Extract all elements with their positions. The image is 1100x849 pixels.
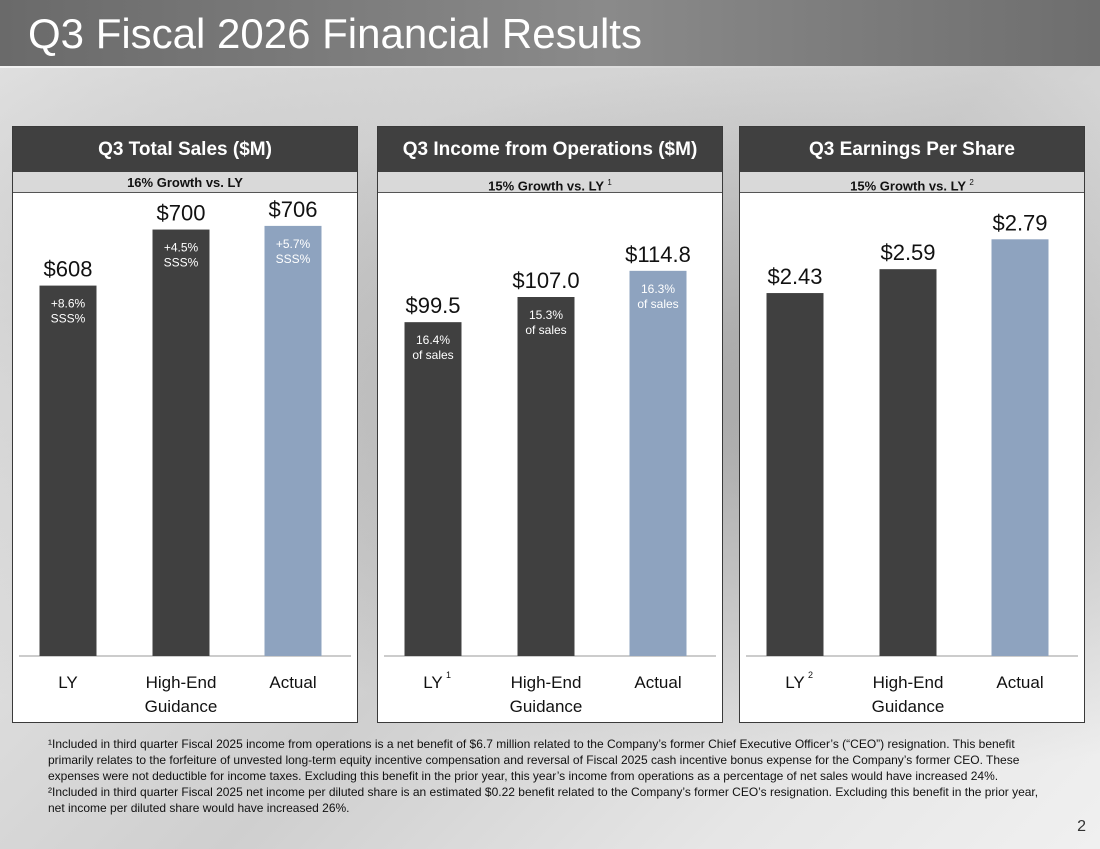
bar-3 <box>264 225 322 656</box>
bar-inner-label: SSS% <box>164 256 199 270</box>
value-label: $99.5 <box>405 293 460 318</box>
panel-subtitle: 16% Growth vs. LY <box>13 172 357 193</box>
subtitle-text: 15% Growth vs. LY <box>488 178 604 194</box>
panel-subtitle: 15% Growth vs. LY 2 <box>740 172 1084 193</box>
value-label: $706 <box>269 197 318 222</box>
bar-inner-label: 16.4% <box>416 333 450 347</box>
panel-subtitle: 15% Growth vs. LY 1 <box>378 172 722 193</box>
bar-2 <box>517 297 575 656</box>
bar-2 <box>152 229 210 657</box>
bar-inner-label: of sales <box>637 297 678 311</box>
category-label: Guidance <box>872 697 945 716</box>
category-label: High-End <box>511 673 582 692</box>
bar-inner-label: of sales <box>412 348 453 362</box>
bar-1 <box>39 285 97 656</box>
value-label: $2.43 <box>767 264 822 289</box>
category-label: LY <box>58 673 78 692</box>
total-sales-chart: $608+8.6%SSS%LY$700+4.5%SSS%High-EndGuid… <box>19 197 351 716</box>
panel-total-sales: Q3 Total Sales ($M) 16% Growth vs. LY $6… <box>12 126 358 723</box>
bar-inner-label: SSS% <box>51 312 86 326</box>
bar-1 <box>766 293 824 656</box>
bar-3 <box>629 270 687 656</box>
category-label: High-End <box>873 673 944 692</box>
value-label: $608 <box>44 257 93 282</box>
page-title: Q3 Fiscal 2026 Financial Results <box>28 10 642 57</box>
value-label: $2.59 <box>880 240 935 265</box>
panel-income-operations: Q3 Income from Operations ($M) 15% Growt… <box>377 126 723 723</box>
category-label: Actual <box>269 673 316 692</box>
bar-inner-label: of sales <box>525 323 566 337</box>
bar-inner-label: +4.5% <box>164 241 199 255</box>
category-label: High-End <box>146 673 217 692</box>
panel-eps: Q3 Earnings Per Share 15% Growth vs. LY … <box>739 126 1085 723</box>
bar-inner-label: SSS% <box>276 252 311 266</box>
footnote-1: ¹Included in third quarter Fiscal 2025 i… <box>48 737 1020 783</box>
bar-inner-label: +5.7% <box>276 237 311 251</box>
subtitle-text: 15% Growth vs. LY <box>850 178 966 194</box>
page-number: 2 <box>1077 818 1086 835</box>
category-label: Guidance <box>145 697 218 716</box>
category-label: Guidance <box>510 697 583 716</box>
title-bar: Q3 Fiscal 2026 Financial Results <box>0 0 1100 66</box>
category-label: LY <box>423 673 443 692</box>
bar-inner-label: 15.3% <box>529 308 563 322</box>
bar-inner-label: 16.3% <box>641 282 675 296</box>
value-label: $107.0 <box>512 268 579 293</box>
value-label: $700 <box>157 201 206 226</box>
bar-2 <box>879 269 937 656</box>
panel-title: Q3 Total Sales ($M) <box>13 127 357 172</box>
value-label: $114.8 <box>625 242 691 267</box>
bar-1 <box>404 322 462 656</box>
panel-title: Q3 Income from Operations ($M) <box>378 127 722 172</box>
footnotes: ¹Included in third quarter Fiscal 2025 i… <box>48 736 1058 816</box>
category-footnote-marker: 1 <box>446 670 451 680</box>
subtitle-footnote-marker: 2 <box>969 178 974 187</box>
category-label: Actual <box>634 673 681 692</box>
category-label: LY <box>785 673 805 692</box>
subtitle-footnote-marker: 1 <box>607 178 612 187</box>
subtitle-text: 16% Growth vs. LY <box>127 175 243 190</box>
bar-inner-label: +8.6% <box>51 297 86 311</box>
footnote-2: ²Included in third quarter Fiscal 2025 n… <box>48 785 1039 815</box>
value-label: $2.79 <box>992 210 1047 235</box>
panel-title: Q3 Earnings Per Share <box>740 127 1084 172</box>
category-label: Actual <box>996 673 1043 692</box>
eps-chart: $2.43 LY 2 $2.59 High-End Guidance $2.79 Actual <box>746 210 1078 716</box>
category-footnote-marker: 2 <box>808 670 813 680</box>
bar-3 <box>991 239 1049 657</box>
